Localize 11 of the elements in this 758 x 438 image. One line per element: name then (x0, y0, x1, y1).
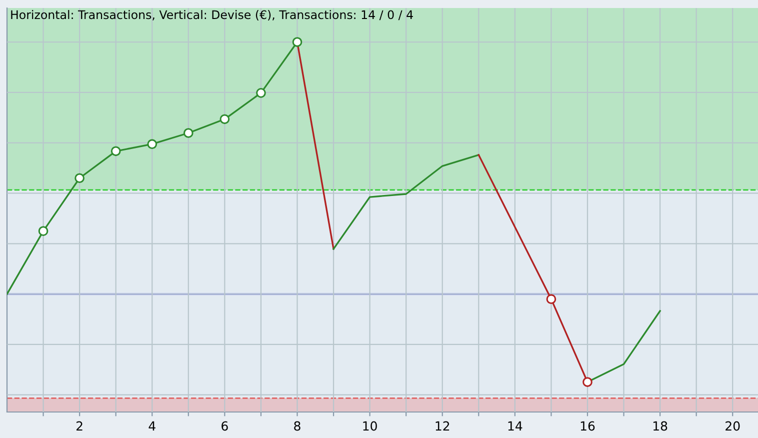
chart-title: Horizontal: Transactions, Vertical: Devise (€), Transactions: 14 / 0 / 4 (11, 10, 413, 21)
x-tick-label: 4 (148, 421, 156, 431)
x-tick-label: 12 (436, 421, 450, 431)
x-tick-label: 16 (580, 421, 595, 431)
x-tick-label: 2 (76, 421, 82, 431)
x-tick-label: 8 (294, 421, 300, 431)
x-tick-label: 20 (726, 421, 740, 431)
x-tick-label: 14 (508, 421, 522, 431)
x-tick-label: 18 (653, 421, 668, 431)
x-tick-label: 6 (222, 421, 228, 431)
x-tick-label: 10 (363, 421, 377, 431)
